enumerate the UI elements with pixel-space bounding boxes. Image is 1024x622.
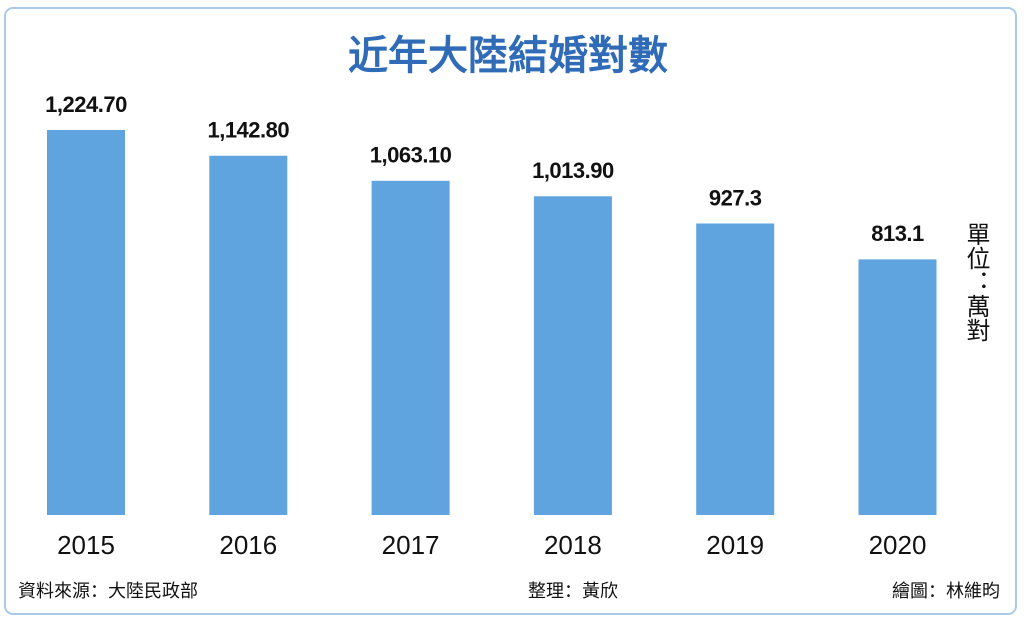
illustrator: 繪圖：林維昀 <box>892 581 1000 602</box>
unit-label: 單位：萬對 <box>962 222 990 342</box>
value-label: 927.3 <box>709 185 762 210</box>
value-label: 1,142.80 <box>207 118 289 143</box>
chart-title: 近年大陸結婚對數 <box>348 33 668 79</box>
value-label: 1,063.10 <box>370 143 452 168</box>
value-label: 1,224.70 <box>45 92 127 117</box>
bar <box>696 223 775 516</box>
x-tick-label: 2017 <box>382 530 440 560</box>
bar <box>858 259 937 515</box>
x-tick-label: 2020 <box>869 530 927 560</box>
bar <box>209 155 288 515</box>
source: 資料來源：大陸民政部 <box>18 581 198 602</box>
x-tick-label: 2016 <box>219 530 277 560</box>
bar <box>533 196 612 516</box>
x-tick-label: 2015 <box>57 530 115 560</box>
value-label: 813.1 <box>871 221 924 246</box>
x-tick-label: 2018 <box>544 530 602 560</box>
value-label: 1,013.90 <box>532 158 614 183</box>
bar <box>47 130 125 515</box>
bar <box>371 180 450 515</box>
editor: 整理：黃欣 <box>528 581 618 602</box>
x-tick-label: 2019 <box>706 530 764 560</box>
